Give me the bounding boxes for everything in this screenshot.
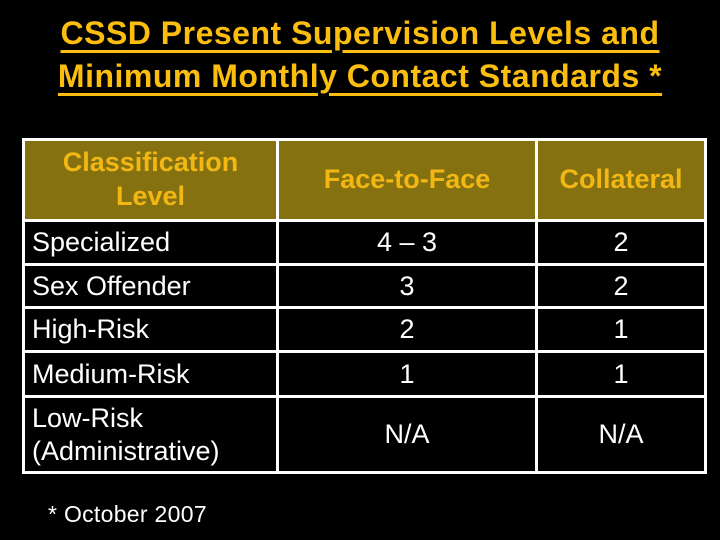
table-row-specialized: Specialized 4 – 3 2 [22,219,707,266]
cell-face-to-face: 2 [276,306,538,353]
slide-title: CSSD Present Supervision Levels and Mini… [0,12,720,98]
cell-level: Sex Offender [22,263,279,309]
table-row-low-risk-administrative: Low-Risk (Administrative) N/A N/A [22,395,707,474]
cell-level: High-Risk [22,306,279,353]
cell-collateral: N/A [535,395,707,474]
cell-collateral: 1 [535,350,707,398]
cell-face-to-face: 3 [276,263,538,309]
cell-collateral: 1 [535,306,707,353]
cell-collateral: 2 [535,263,707,309]
table-row-medium-risk: Medium-Risk 1 1 [22,350,707,398]
footnote-date: * October 2007 [48,501,207,527]
column-header-collateral: Collateral [535,138,707,222]
cell-level: Low-Risk (Administrative) [22,395,279,474]
table-row-high-risk: High-Risk 2 1 [22,306,707,353]
slide-title-line-1: CSSD Present Supervision Levels and [60,15,660,51]
table-row-sex-offender: Sex Offender 3 2 [22,263,707,309]
column-header-classification-level: Classification Level [22,138,279,222]
supervision-contact-table: Classification Level Face-to-Face Collat… [22,138,707,474]
cell-face-to-face: N/A [276,395,538,474]
column-header-face-to-face: Face-to-Face [276,138,538,222]
cell-face-to-face: 4 – 3 [276,219,538,266]
cell-collateral: 2 [535,219,707,266]
cell-face-to-face: 1 [276,350,538,398]
cell-level: Specialized [22,219,279,266]
slide-title-line-2: Minimum Monthly Contact Standards * [57,58,663,94]
cell-level: Medium-Risk [22,350,279,398]
table-header-row: Classification Level Face-to-Face Collat… [22,138,707,222]
